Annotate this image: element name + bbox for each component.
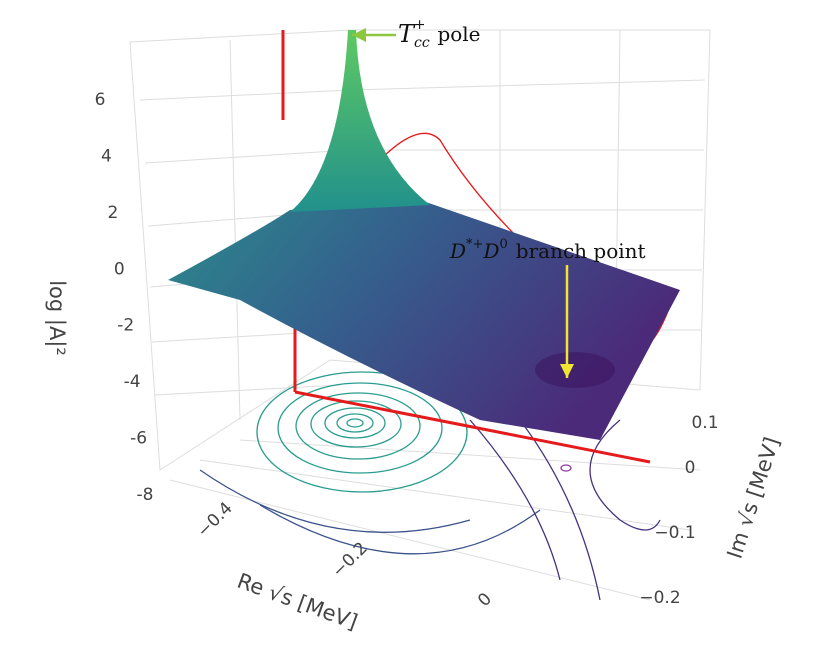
annotation-part: branch point (516, 239, 646, 263)
y-axis-title: Im √s [MeV] (722, 434, 784, 561)
annotation-part: D (482, 239, 499, 263)
y-tick-label: 0 (685, 458, 696, 478)
arrow-head (352, 28, 366, 42)
z-tick-label: 4 (101, 146, 112, 166)
annotation-part: D (449, 239, 466, 263)
z-tick-label: -6 (130, 429, 147, 449)
z-tick-label: -4 (124, 372, 141, 392)
annotation: D*+D0 branch point (449, 237, 646, 263)
y-tick-label: −0.2 (639, 588, 680, 608)
x-tick-label: −0.2 (328, 538, 371, 581)
z-axis-title: log |A|² (44, 280, 69, 356)
z-tick-label: 6 (95, 90, 106, 110)
annotation-part: *+ (466, 237, 483, 252)
surface (168, 30, 680, 440)
arrow-head (560, 364, 574, 378)
floor-contours (199, 371, 661, 601)
annotation-part: T (398, 20, 416, 48)
annotation-part: cc (414, 35, 430, 51)
annotation: Tcc + pole (398, 17, 481, 51)
x-tick-label: −0.4 (193, 498, 236, 541)
annotation-part: + (414, 17, 426, 33)
y-tick-label: 0.1 (691, 413, 718, 433)
z-tick-label: 0 (114, 259, 125, 279)
annotation-part: 0 (500, 237, 508, 252)
x-tick-label: 0 (474, 589, 496, 611)
z-tick-label: -8 (137, 485, 154, 505)
z-tick-label: 2 (107, 203, 118, 223)
y-tick-label: −0.1 (654, 523, 695, 543)
z-tick-label: -2 (117, 316, 134, 336)
annotation-part: pole (437, 22, 480, 46)
